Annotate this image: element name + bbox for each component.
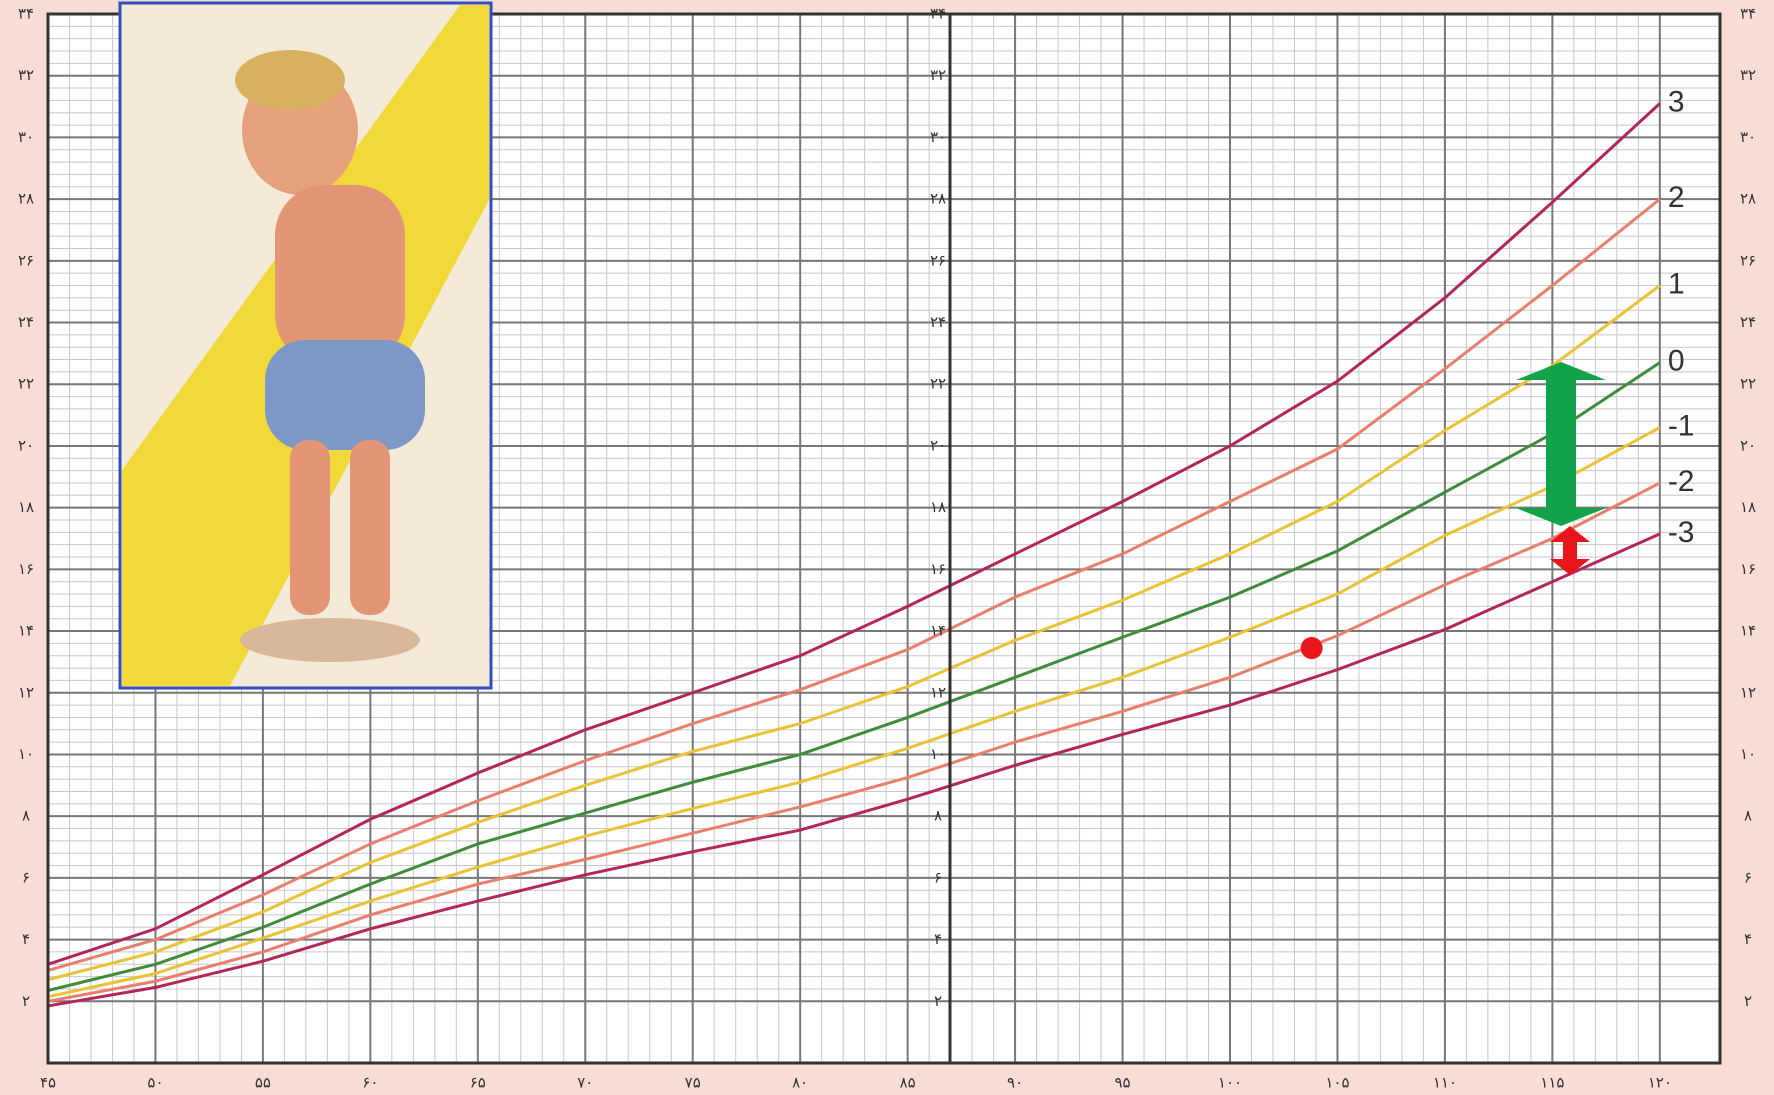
y-tick-label: ۶ [934,868,942,886]
curves [47,102,1661,1008]
x-tick-label: ۱۲۰ [1648,1074,1672,1092]
y-tick-label: ۱۴ [930,622,946,640]
curve-label: 1 [1668,267,1685,300]
y-tick-label: ۱۲ [930,683,946,701]
y-tick-label: ۱۲ [1740,683,1756,701]
x-tick-label: ۶۵ [470,1074,486,1092]
x-tick-label: ۱۱۵ [1540,1074,1564,1092]
y-tick-label: ۳۲ [930,66,946,84]
y-tick-label: ۴ [22,930,30,948]
y-tick-label: ۳۰ [1740,128,1756,146]
photo [118,1,493,690]
y-tick-label: ۶ [1744,868,1752,886]
y-tick-label: ۱۶ [18,560,34,578]
x-tick-label: ۱۰۵ [1325,1074,1349,1092]
y-tick-label: ۲۴ [930,313,946,331]
hair [235,50,345,110]
curve-label: 2 [1668,181,1685,214]
y-tick-label: ۲۴ [18,313,34,331]
growth-curve [47,361,1661,992]
x-tick-label: ۸۵ [900,1074,916,1092]
y-tick-label: ۱۴ [18,622,34,640]
y-tick-label: ۲۶ [930,251,946,269]
y-tick-label: ۲۶ [18,251,34,269]
x-tick-label: ۷۰ [577,1074,593,1092]
y-tick-label: ۳۲ [18,66,34,84]
y-tick-label: ۸ [22,807,30,825]
y-tick-label: ۱۶ [1740,560,1756,578]
y-tick-label: ۲۰ [1740,436,1756,454]
y-tick-label: ۳۴ [1740,5,1756,23]
shorts [265,340,425,450]
curve-label: -2 [1668,465,1695,498]
y-tick-label: ۲۲ [1740,375,1756,393]
y-tick-label: ۲۰ [18,436,34,454]
scale [240,618,420,662]
curve-label: -3 [1668,516,1695,549]
y-tick-label: ۸ [934,807,942,825]
y-tick-label: ۲۲ [930,375,946,393]
y-tick-label: ۲ [934,992,942,1010]
x-tick-label: ۱۱۰ [1433,1074,1457,1092]
x-tick-label: ۷۵ [685,1074,701,1092]
green-arrow [1516,362,1606,526]
growth-curve [47,197,1661,972]
y-tick-label: ۱۸ [1740,498,1756,516]
y-tick-label: ۴ [934,930,942,948]
y-tick-label: ۴ [1744,930,1752,948]
curve-label: -1 [1668,409,1695,442]
x-tick-label: ۸۰ [792,1074,808,1092]
y-tick-label: ۳۰ [18,128,34,146]
y-tick-label: ۲۸ [930,190,946,208]
y-tick-label: ۶ [22,868,30,886]
y-tick-label: ۱۰ [930,745,946,763]
y-tick-label: ۱۴ [1740,622,1756,640]
range-arrows [1516,362,1606,575]
growth-curve [47,532,1661,1008]
y-tick-label: ۲ [1744,992,1752,1010]
growth-curve [47,284,1661,982]
y-tick-label: ۲ [22,992,30,1010]
y-tick-label: ۲۰ [930,436,946,454]
curve-label: 0 [1668,345,1685,378]
y-tick-label: ۲۲ [18,375,34,393]
y-tick-label: ۲۸ [18,190,34,208]
y-tick-label: ۱۸ [18,498,34,516]
y-tick-label: ۲۶ [1740,251,1756,269]
y-tick-label: ۱۸ [930,498,946,516]
red-arrow [1550,526,1590,575]
x-tick-label: ۵۵ [255,1074,271,1092]
y-tick-label: ۱۲ [18,683,34,701]
curve-label: 3 [1668,85,1685,118]
x-tick-label: ۴۵ [40,1074,56,1092]
y-tick-label: ۳۴ [18,5,34,23]
body [275,185,405,365]
overlay: 3 2 1 0 -1 -2 -3 [1300,85,1695,660]
measurement-point [1300,637,1323,660]
growth-curve [47,426,1661,999]
y-tick-label: ۲۸ [1740,190,1756,208]
x-tick-label: ۶۰ [362,1074,378,1092]
x-tick-label: ۹۰ [1007,1074,1023,1092]
growth-curve [47,481,1661,1003]
leg [290,440,330,615]
y-tick-label: ۱۰ [1740,745,1756,763]
x-tick-label: ۱۰۰ [1218,1074,1242,1092]
growth-curve [47,102,1661,966]
x-tick-label: ۹۵ [1114,1074,1130,1092]
leg [350,440,390,615]
y-tick-label: ۱۰ [18,745,34,763]
y-tick-label: ۱۶ [930,560,946,578]
y-tick-label: ۸ [1744,807,1752,825]
x-tick-label: ۵۰ [147,1074,163,1092]
y-tick-label: ۳۴ [930,5,946,23]
y-tick-label: ۳۲ [1740,66,1756,84]
plot-frame [46,12,1722,1065]
y-tick-label: ۳۰ [930,128,946,146]
y-tick-label: ۲۴ [1740,313,1756,331]
